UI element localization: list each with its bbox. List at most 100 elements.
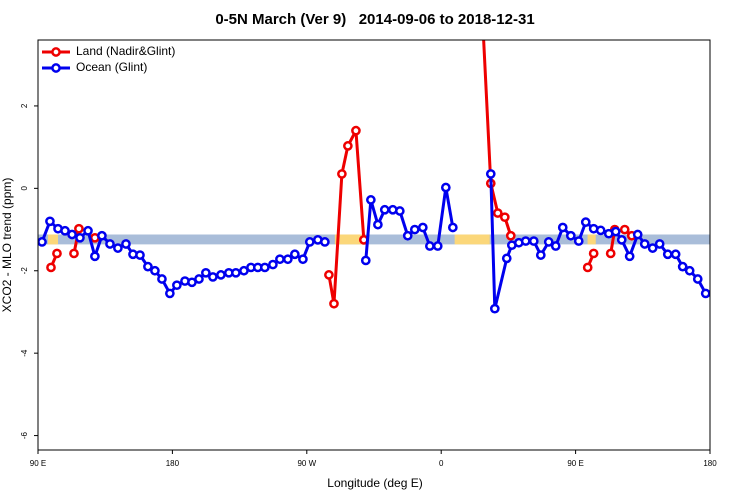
data-point <box>535 250 546 260</box>
data-point <box>157 274 167 284</box>
data-point <box>684 265 695 276</box>
band-highlight <box>334 234 365 245</box>
legend-swatch-marker <box>51 47 61 57</box>
data-point <box>670 249 681 260</box>
data-point <box>394 206 405 216</box>
data-point <box>610 226 621 237</box>
data-point <box>201 267 211 278</box>
data-point <box>90 251 100 262</box>
chart-title: 0-5N March (Ver 9) 2014-09-06 to 2018-12… <box>215 11 534 28</box>
data-point <box>52 248 62 259</box>
band-highlight <box>454 234 490 245</box>
data-point <box>654 239 665 249</box>
data-point <box>38 237 47 247</box>
data-point <box>700 288 710 299</box>
y-tick-label: 0 <box>20 186 29 191</box>
data-point <box>662 249 673 260</box>
legend-label: Ocean (Glint) <box>76 60 147 74</box>
data-point <box>268 259 278 270</box>
data-point <box>324 270 334 280</box>
data-point <box>605 248 616 259</box>
data-point <box>520 236 531 246</box>
y-axis-label: XCO2 - MLO trend (ppm) <box>0 178 14 313</box>
data-point <box>432 241 443 251</box>
data-point <box>573 236 584 246</box>
data-point <box>595 225 606 236</box>
data-point <box>74 223 84 234</box>
data-point <box>75 232 85 243</box>
y-tick-label: -4 <box>20 349 29 357</box>
data-point <box>582 262 593 273</box>
data-point <box>543 237 554 247</box>
data-point <box>351 125 361 136</box>
data-point <box>528 236 539 246</box>
data-point <box>501 253 512 264</box>
data-point <box>379 204 390 215</box>
reference-band <box>38 234 710 245</box>
data-point <box>373 219 383 230</box>
band-highlight <box>48 234 59 245</box>
data-point <box>366 195 376 205</box>
data-point <box>616 234 627 245</box>
data-point <box>402 230 413 241</box>
data-point <box>275 254 285 265</box>
data-point <box>208 272 218 282</box>
data-point <box>632 229 643 240</box>
data-point <box>165 288 175 299</box>
data-point <box>329 298 339 309</box>
data-point <box>290 249 300 260</box>
data-point <box>360 255 371 266</box>
x-tick-label: 180 <box>703 459 717 468</box>
data-point <box>499 212 510 223</box>
data-point <box>425 241 435 251</box>
data-point <box>647 243 658 253</box>
data-point <box>677 261 688 272</box>
data-point <box>97 230 107 241</box>
data-point <box>417 222 428 233</box>
data-point <box>172 280 182 291</box>
data-point <box>150 265 160 276</box>
data-point <box>83 225 93 236</box>
band-highlight <box>587 234 596 245</box>
data-point <box>639 239 650 249</box>
data-point <box>113 243 123 253</box>
y-tick-label: -2 <box>20 267 29 275</box>
data-point <box>121 239 131 249</box>
data-point <box>489 303 500 314</box>
data-point <box>231 267 241 278</box>
data-point <box>580 217 591 227</box>
data-point <box>105 239 115 249</box>
data-point <box>692 274 703 284</box>
data-point <box>69 248 79 259</box>
data-point <box>304 237 315 247</box>
data-point <box>337 169 347 179</box>
x-axis-label: Longitude (deg E) <box>327 476 422 490</box>
plot-area <box>38 40 710 314</box>
data-point <box>624 251 635 262</box>
data-point <box>550 241 561 251</box>
data-point <box>447 222 458 233</box>
data-point <box>557 222 568 233</box>
data-point <box>320 237 330 247</box>
legend-label: Land (Nadir&Glint) <box>76 44 175 58</box>
data-point <box>492 208 503 218</box>
data-point <box>588 248 599 259</box>
x-tick-label: 90 E <box>30 459 46 468</box>
data-point <box>143 261 153 272</box>
y-tick-label: 2 <box>20 103 29 108</box>
data-point <box>194 274 204 284</box>
x-tick-label: 0 <box>439 459 444 468</box>
x-tick-label: 90 E <box>567 459 583 468</box>
data-point <box>46 262 56 273</box>
data-point <box>45 216 55 227</box>
data-point <box>216 270 226 280</box>
x-tick-label: 180 <box>166 459 180 468</box>
data-point <box>282 254 293 265</box>
plot-frame <box>37 39 711 451</box>
data-point <box>343 141 353 151</box>
data-point <box>485 169 496 179</box>
data-point <box>440 182 451 193</box>
legend-swatch-marker <box>51 63 61 73</box>
data-point <box>298 254 308 265</box>
